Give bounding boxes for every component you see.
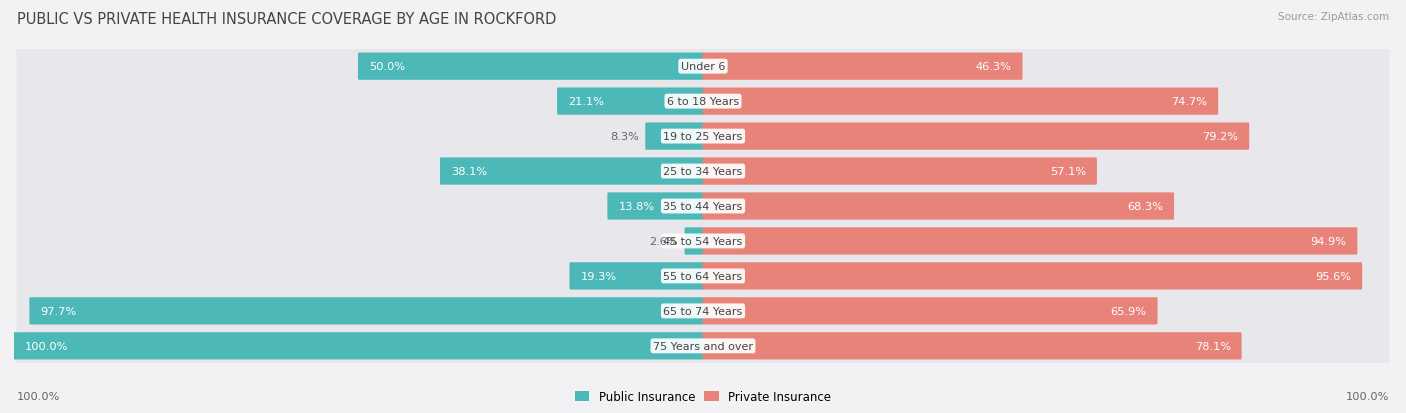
Text: 74.7%: 74.7% [1171, 97, 1208, 107]
FancyBboxPatch shape [30, 297, 703, 325]
FancyBboxPatch shape [607, 193, 703, 220]
FancyBboxPatch shape [685, 228, 703, 255]
Text: 100.0%: 100.0% [1346, 391, 1389, 401]
FancyBboxPatch shape [17, 326, 1389, 366]
FancyBboxPatch shape [703, 53, 1022, 81]
Text: 57.1%: 57.1% [1050, 166, 1085, 177]
FancyBboxPatch shape [17, 152, 1389, 191]
Text: 75 Years and over: 75 Years and over [652, 341, 754, 351]
FancyBboxPatch shape [17, 257, 1389, 296]
FancyBboxPatch shape [17, 222, 1389, 261]
Text: 68.3%: 68.3% [1128, 202, 1163, 211]
Text: Source: ZipAtlas.com: Source: ZipAtlas.com [1278, 12, 1389, 22]
FancyBboxPatch shape [17, 117, 1389, 156]
Text: 25 to 34 Years: 25 to 34 Years [664, 166, 742, 177]
Text: 6 to 18 Years: 6 to 18 Years [666, 97, 740, 107]
Text: 2.6%: 2.6% [650, 236, 678, 247]
FancyBboxPatch shape [703, 158, 1097, 185]
FancyBboxPatch shape [703, 263, 1362, 290]
FancyBboxPatch shape [703, 193, 1174, 220]
Text: Under 6: Under 6 [681, 62, 725, 72]
FancyBboxPatch shape [645, 123, 703, 150]
Text: 50.0%: 50.0% [368, 62, 405, 72]
FancyBboxPatch shape [557, 88, 703, 116]
Text: 100.0%: 100.0% [17, 391, 60, 401]
FancyBboxPatch shape [17, 292, 1389, 331]
Text: 19 to 25 Years: 19 to 25 Years [664, 132, 742, 142]
FancyBboxPatch shape [703, 228, 1357, 255]
Text: 35 to 44 Years: 35 to 44 Years [664, 202, 742, 211]
Text: 100.0%: 100.0% [24, 341, 67, 351]
Text: 55 to 64 Years: 55 to 64 Years [664, 271, 742, 281]
FancyBboxPatch shape [17, 187, 1389, 226]
FancyBboxPatch shape [17, 82, 1389, 121]
Text: PUBLIC VS PRIVATE HEALTH INSURANCE COVERAGE BY AGE IN ROCKFORD: PUBLIC VS PRIVATE HEALTH INSURANCE COVER… [17, 12, 557, 27]
Text: 8.3%: 8.3% [610, 132, 638, 142]
Text: 46.3%: 46.3% [976, 62, 1012, 72]
Text: 45 to 54 Years: 45 to 54 Years [664, 236, 742, 247]
Text: 19.3%: 19.3% [581, 271, 616, 281]
Text: 79.2%: 79.2% [1202, 132, 1239, 142]
FancyBboxPatch shape [703, 123, 1249, 150]
Text: 38.1%: 38.1% [451, 166, 486, 177]
Legend: Public Insurance, Private Insurance: Public Insurance, Private Insurance [571, 385, 835, 408]
Text: 78.1%: 78.1% [1195, 341, 1230, 351]
FancyBboxPatch shape [703, 88, 1218, 116]
FancyBboxPatch shape [569, 263, 703, 290]
Text: 65.9%: 65.9% [1111, 306, 1147, 316]
FancyBboxPatch shape [17, 47, 1389, 87]
Text: 94.9%: 94.9% [1310, 236, 1347, 247]
FancyBboxPatch shape [703, 332, 1241, 360]
Text: 21.1%: 21.1% [568, 97, 605, 107]
FancyBboxPatch shape [440, 158, 703, 185]
FancyBboxPatch shape [359, 53, 703, 81]
FancyBboxPatch shape [703, 297, 1157, 325]
Text: 13.8%: 13.8% [619, 202, 654, 211]
Text: 95.6%: 95.6% [1315, 271, 1351, 281]
Text: 97.7%: 97.7% [41, 306, 76, 316]
FancyBboxPatch shape [14, 332, 703, 360]
Text: 65 to 74 Years: 65 to 74 Years [664, 306, 742, 316]
